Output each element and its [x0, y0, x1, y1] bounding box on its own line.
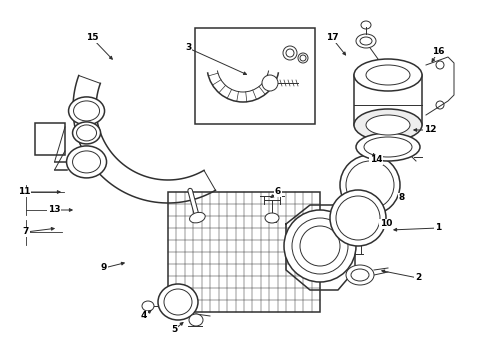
- Ellipse shape: [366, 65, 410, 85]
- Ellipse shape: [351, 269, 369, 281]
- Text: 1: 1: [435, 224, 441, 233]
- Ellipse shape: [73, 151, 100, 173]
- Text: 3: 3: [185, 44, 191, 53]
- Ellipse shape: [300, 55, 306, 61]
- Ellipse shape: [298, 53, 308, 63]
- Ellipse shape: [354, 59, 422, 91]
- Ellipse shape: [76, 125, 97, 141]
- Ellipse shape: [286, 49, 294, 57]
- Ellipse shape: [262, 75, 278, 91]
- Ellipse shape: [284, 210, 356, 282]
- Ellipse shape: [69, 97, 104, 125]
- Ellipse shape: [356, 133, 420, 161]
- Text: 2: 2: [415, 274, 421, 283]
- Ellipse shape: [340, 155, 400, 215]
- Text: 16: 16: [432, 48, 444, 57]
- Text: 15: 15: [86, 33, 98, 42]
- Ellipse shape: [265, 213, 279, 223]
- Text: 8: 8: [399, 194, 405, 202]
- Ellipse shape: [300, 226, 340, 266]
- Ellipse shape: [142, 301, 154, 311]
- Ellipse shape: [366, 115, 410, 135]
- Text: 12: 12: [424, 126, 436, 135]
- Ellipse shape: [346, 265, 374, 285]
- Ellipse shape: [189, 314, 203, 326]
- Ellipse shape: [190, 212, 205, 223]
- Text: 5: 5: [171, 325, 177, 334]
- Text: 7: 7: [23, 228, 29, 237]
- Bar: [195, 28, 315, 124]
- Text: 4: 4: [141, 311, 147, 320]
- Bar: [35, 123, 65, 155]
- Text: 10: 10: [380, 220, 392, 229]
- Ellipse shape: [330, 190, 386, 246]
- Bar: [168, 192, 320, 312]
- Ellipse shape: [336, 196, 380, 240]
- Ellipse shape: [354, 109, 422, 141]
- Ellipse shape: [73, 122, 100, 144]
- Text: 9: 9: [101, 264, 107, 273]
- Text: 14: 14: [369, 156, 382, 165]
- Ellipse shape: [346, 161, 394, 209]
- Ellipse shape: [158, 284, 198, 320]
- Ellipse shape: [292, 218, 348, 274]
- Text: 13: 13: [48, 206, 60, 215]
- Ellipse shape: [67, 146, 106, 178]
- Text: 11: 11: [18, 188, 30, 197]
- Ellipse shape: [164, 289, 192, 315]
- Text: 6: 6: [275, 188, 281, 197]
- Ellipse shape: [74, 101, 99, 121]
- Ellipse shape: [283, 46, 297, 60]
- Text: 17: 17: [326, 33, 338, 42]
- Ellipse shape: [356, 34, 376, 48]
- Ellipse shape: [364, 137, 412, 157]
